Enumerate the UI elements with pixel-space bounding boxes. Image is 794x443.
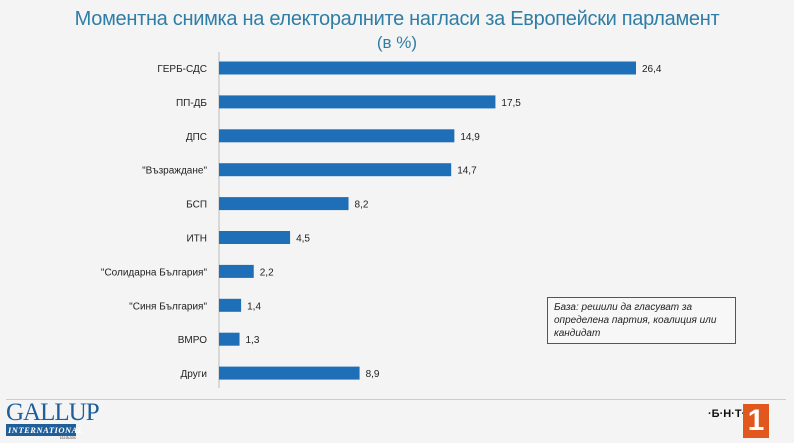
category-label: ПП-ДБ bbox=[176, 98, 207, 109]
bnt-logo-text: ·Б·Н·Т· bbox=[708, 408, 746, 420]
category-label: ГЕРБ-СДС bbox=[157, 64, 207, 75]
bar bbox=[219, 231, 291, 244]
category-label: ДПС bbox=[186, 132, 207, 143]
value-label: 1,4 bbox=[247, 301, 261, 312]
category-label: "Възраждане" bbox=[142, 166, 207, 177]
category-label: Други bbox=[181, 369, 207, 380]
footer-divider bbox=[6, 399, 786, 400]
bar-chart: ГЕРБ-СДС 26,4 ПП-ДБ 17,5 ДПС 14,9 "Възраждане"… bbox=[101, 52, 662, 388]
bar bbox=[219, 332, 240, 346]
chart-subtitle: (в %) bbox=[376, 33, 418, 52]
chart-title: Моментна снимка на електоралните нагласи… bbox=[74, 8, 720, 30]
bar bbox=[219, 163, 452, 177]
bar bbox=[219, 366, 360, 380]
bar bbox=[219, 61, 636, 75]
bnt1-logo: 1 bbox=[743, 404, 769, 438]
category-label: ВМРО bbox=[178, 335, 207, 346]
bar bbox=[219, 298, 242, 312]
category-label: ИТН bbox=[186, 234, 207, 245]
bar bbox=[219, 129, 455, 143]
base-note: База: решили да гласуват за определена п… bbox=[547, 297, 736, 344]
value-label: 8,2 bbox=[355, 200, 369, 211]
value-label: 17,5 bbox=[501, 98, 521, 109]
category-label: БСП bbox=[186, 200, 207, 211]
value-label: 14,9 bbox=[460, 132, 480, 143]
value-label: 8,9 bbox=[366, 369, 380, 380]
category-label: "Синя България" bbox=[129, 301, 207, 312]
value-label: 1,3 bbox=[246, 335, 260, 346]
bar bbox=[219, 197, 349, 211]
value-label: 14,7 bbox=[457, 166, 477, 177]
bar bbox=[219, 264, 254, 278]
gallup-logo: GALLUP INTERNATIONAL Balkans bbox=[6, 399, 100, 441]
bar bbox=[219, 95, 496, 109]
value-label: 26,4 bbox=[642, 64, 662, 75]
value-label: 4,5 bbox=[296, 234, 310, 245]
value-label: 2,2 bbox=[260, 267, 274, 278]
category-label: "Солидарна България" bbox=[101, 267, 208, 278]
